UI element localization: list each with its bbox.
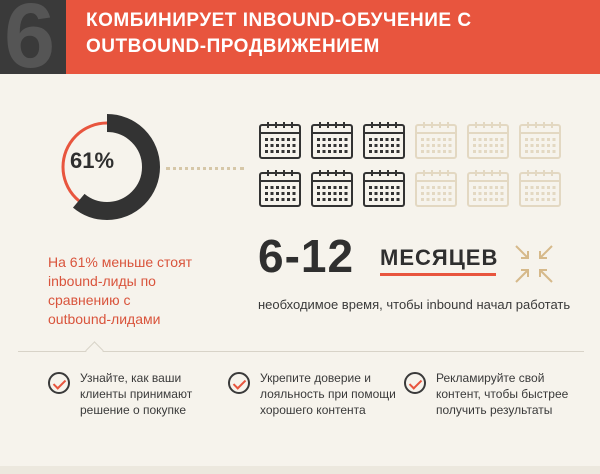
percent-donut-chart xyxy=(54,114,160,220)
section-number: 6 xyxy=(4,0,56,74)
check-circle-icon xyxy=(48,372,70,394)
stat-description: На 61% меньше стоят inbound-лиды по срав… xyxy=(48,253,198,329)
stat-line-2: inbound-лиды по xyxy=(48,273,156,289)
section-header: 6 Комбинирует inbound-обучение с outboun… xyxy=(0,0,600,74)
compress-arrows-icon xyxy=(515,245,553,283)
calendar-icon xyxy=(467,170,509,207)
months-range: 6-12 xyxy=(258,230,355,282)
title-line-2: outbound-продвижением xyxy=(86,36,380,57)
dotted-connector xyxy=(166,167,244,170)
months-underline xyxy=(380,273,496,276)
calendar-icon xyxy=(363,122,405,159)
donut-arc xyxy=(54,114,160,220)
tip-3-text: Рекламируйте свой контент, чтобы быстрее… xyxy=(436,371,569,417)
months-unit: МЕСЯЦЕВ xyxy=(380,245,499,270)
check-circle-icon xyxy=(228,372,250,394)
tip-1-text: Узнайте, как ваши клиенты принимают реше… xyxy=(80,371,193,417)
calendar-icon xyxy=(415,122,457,159)
divider-notch xyxy=(85,341,104,360)
calendar-icon xyxy=(259,170,301,207)
stat-line-1: На 61% меньше стоят xyxy=(48,254,193,270)
section-number-block: 6 xyxy=(0,0,66,74)
calendar-icon xyxy=(311,170,353,207)
percent-label: 61% xyxy=(69,148,115,173)
months-subtitle: необходимое время, чтобы inbound начал р… xyxy=(258,297,571,312)
tips-row: Узнайте, как ваши клиенты принимают реше… xyxy=(0,370,600,440)
stat-line-4: outbound-лидами xyxy=(48,311,161,327)
footer-band xyxy=(0,466,600,474)
calendar-icon xyxy=(467,122,509,159)
title-banner: Комбинирует inbound-обучение с outbound-… xyxy=(66,0,600,74)
tip-2-text: Укрепите доверие и лояльность при помощи… xyxy=(260,371,396,417)
calendar-icon xyxy=(415,170,457,207)
divider xyxy=(18,351,584,352)
calendar-icon xyxy=(519,170,561,207)
title-line-1: Комбинирует inbound-обучение с xyxy=(86,10,472,31)
check-circle-icon xyxy=(404,372,426,394)
stat-line-3: сравнению с xyxy=(48,292,131,308)
calendar-icon xyxy=(259,122,301,159)
calendar-grid xyxy=(258,120,570,210)
calendar-icon xyxy=(519,122,561,159)
calendar-icon xyxy=(363,170,405,207)
calendar-icon xyxy=(311,122,353,159)
